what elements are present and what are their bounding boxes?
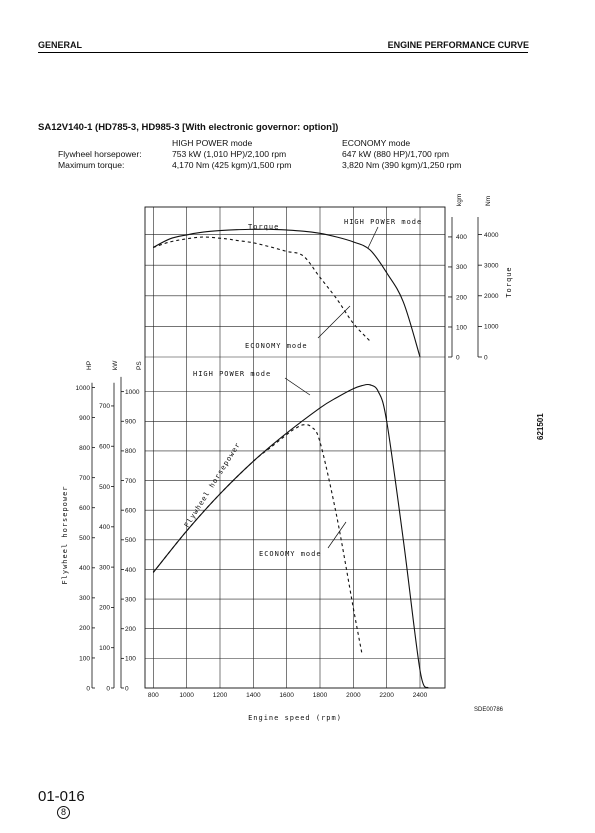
hp-tick-label-6: 600 bbox=[79, 505, 90, 512]
ps-tick-label-0: 0 bbox=[125, 685, 129, 692]
kgm-tick-label-0: 0 bbox=[456, 354, 460, 361]
x-tick-label-3: 1400 bbox=[246, 692, 261, 699]
ps-tick-label-7: 700 bbox=[125, 478, 136, 485]
hp-tick-label-4: 400 bbox=[79, 565, 90, 572]
ps-tick-label-4: 400 bbox=[125, 567, 136, 574]
torque-economy-label: ECONOMY mode bbox=[245, 342, 308, 350]
nm-tick-label-0: 0 bbox=[484, 354, 488, 361]
page-number: 01-016 bbox=[38, 788, 85, 805]
torque-economy-curve bbox=[153, 236, 371, 342]
header-section-title: GENERAL bbox=[38, 40, 83, 50]
x-tick-label-4: 1600 bbox=[279, 692, 294, 699]
hp-tick-label-7: 700 bbox=[79, 475, 90, 482]
ps-unit-label: PS bbox=[136, 361, 143, 370]
kw-tick-label-4: 400 bbox=[99, 524, 110, 531]
spec-high-torque: 4,170 Nm (425 kgm)/1,500 rpm bbox=[172, 160, 292, 170]
nm-tick-label-4: 4000 bbox=[484, 232, 499, 239]
ps-tick-label-3: 300 bbox=[125, 596, 136, 603]
kgm-unit-label: kgm bbox=[456, 194, 463, 206]
side-document-code: 621501 bbox=[536, 413, 545, 440]
power-high-power-label: HIGH POWER mode bbox=[193, 370, 271, 378]
ps-tick-label-8: 800 bbox=[125, 448, 136, 455]
torque-high-power-label: HIGH POWER mode bbox=[344, 218, 422, 226]
chart-grid bbox=[144, 206, 446, 689]
spec-label-torque: Maximum torque: bbox=[58, 160, 125, 170]
spec-high-horsepower: 753 kW (1,010 HP)/2,100 rpm bbox=[172, 149, 287, 159]
spec-col-high: HIGH POWER mode bbox=[172, 138, 253, 148]
x-tick-label-7: 2200 bbox=[379, 692, 394, 699]
ps-tick-label-9: 900 bbox=[125, 419, 136, 426]
spec-label-horsepower: Flywheel horsepower: bbox=[58, 149, 142, 159]
x-tick-label-2: 1200 bbox=[213, 692, 228, 699]
kgm-tick-label-3: 300 bbox=[456, 264, 467, 271]
x-axis-title: Engine speed (rpm) bbox=[248, 714, 342, 722]
torque-axis-title: Torque bbox=[505, 266, 513, 297]
chart-curves bbox=[152, 228, 429, 689]
hp-tick-label-5: 500 bbox=[79, 535, 90, 542]
header-page-title: ENGINE PERFORMANCE CURVE bbox=[387, 40, 529, 50]
spec-eco-horsepower: 647 kW (880 HP)/1,700 rpm bbox=[342, 149, 449, 159]
kw-tick-label-6: 600 bbox=[99, 444, 110, 451]
hp-unit-label: HP bbox=[86, 361, 93, 370]
kgm-tick-label-4: 400 bbox=[456, 234, 467, 241]
ps-tick-label-2: 200 bbox=[125, 626, 136, 633]
ps-tick-label-5: 500 bbox=[125, 537, 136, 544]
x-tick-label-1: 1000 bbox=[179, 692, 194, 699]
kw-unit-label: kW bbox=[112, 360, 119, 370]
kw-tick-label-2: 200 bbox=[99, 605, 110, 612]
page-revision-badge: 8 bbox=[57, 806, 70, 819]
kgm-tick-label-2: 200 bbox=[456, 294, 467, 301]
header-rule bbox=[38, 52, 528, 53]
power-axis-title: Flywheel horsepower bbox=[61, 485, 69, 584]
x-tick-label-6: 2000 bbox=[346, 692, 361, 699]
kgm-tick-label-1: 100 bbox=[456, 324, 467, 331]
power-high-power-curve bbox=[152, 383, 429, 689]
model-title: SA12V140-1 (HD785-3, HD985-3 [With elect… bbox=[38, 122, 339, 133]
x-tick-label-8: 2400 bbox=[413, 692, 428, 699]
chart-axes bbox=[91, 217, 482, 689]
power-high-power-leader bbox=[284, 377, 311, 396]
kw-tick-label-3: 300 bbox=[99, 564, 110, 571]
nm-tick-label-3: 3000 bbox=[484, 262, 499, 269]
torque-economy-leader bbox=[317, 305, 351, 339]
power-economy-label: ECONOMY mode bbox=[259, 550, 322, 558]
kw-tick-label-1: 100 bbox=[99, 645, 110, 652]
spec-col-eco: ECONOMY mode bbox=[342, 138, 411, 148]
kw-tick-label-0: 0 bbox=[106, 685, 110, 692]
nm-unit-label: Nm bbox=[485, 196, 492, 206]
spec-eco-torque: 3,820 Nm (390 kgm)/1,250 rpm bbox=[342, 160, 462, 170]
ps-tick-label-6: 600 bbox=[125, 507, 136, 514]
hp-tick-label-1: 100 bbox=[79, 655, 90, 662]
torque-curve-label: Torque bbox=[248, 223, 279, 231]
hp-tick-label-9: 900 bbox=[79, 415, 90, 422]
power-curve-label: Flywheel horsepower bbox=[183, 441, 242, 529]
torque-high-power-leader bbox=[367, 226, 379, 249]
nm-tick-label-1: 1000 bbox=[484, 324, 499, 331]
figure-code: SDE00786 bbox=[474, 707, 504, 713]
plot-frame bbox=[144, 206, 446, 689]
hp-tick-label-2: 200 bbox=[79, 625, 90, 632]
power-economy-leader bbox=[327, 521, 347, 549]
hp-tick-label-0: 0 bbox=[86, 685, 90, 692]
kw-tick-label-7: 700 bbox=[99, 403, 110, 410]
x-tick-label-0: 800 bbox=[148, 692, 159, 699]
nm-tick-label-2: 2000 bbox=[484, 293, 499, 300]
x-tick-label-5: 1800 bbox=[313, 692, 328, 699]
torque-high-power-curve bbox=[153, 228, 421, 358]
ps-tick-label-1: 100 bbox=[125, 656, 136, 663]
power-economy-curve bbox=[152, 424, 363, 653]
hp-tick-label-10: 1000 bbox=[76, 385, 91, 392]
ps-tick-label-10: 1000 bbox=[125, 389, 140, 396]
hp-tick-label-3: 300 bbox=[79, 595, 90, 602]
kw-tick-label-5: 500 bbox=[99, 484, 110, 491]
hp-tick-label-8: 800 bbox=[79, 445, 90, 452]
